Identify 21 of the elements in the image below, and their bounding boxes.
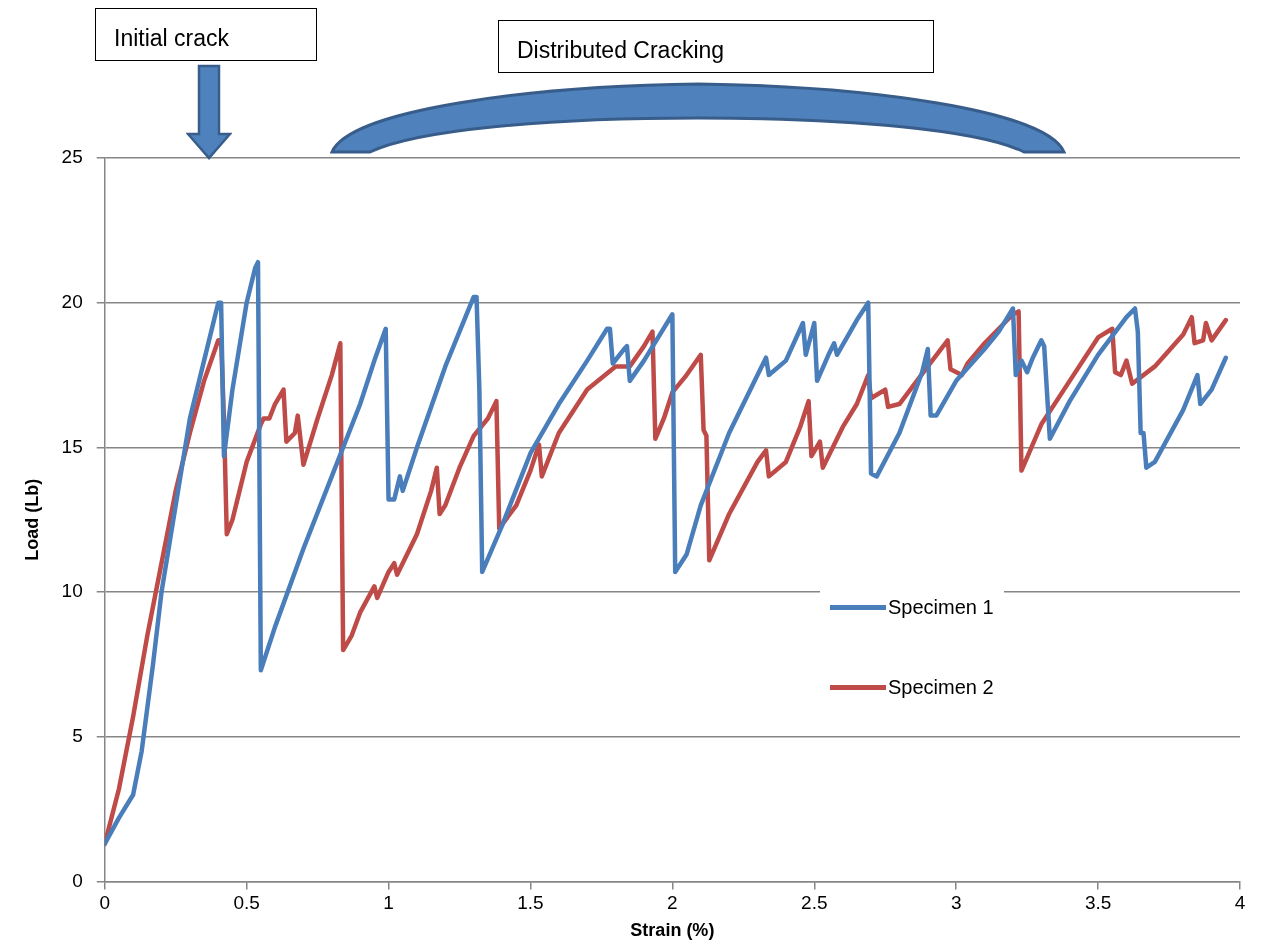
x-tick-label: 0.5: [233, 892, 260, 914]
x-tick-label: 3: [950, 892, 962, 914]
x-tick-label: 4: [1234, 892, 1246, 914]
legend-label: Specimen 2: [887, 675, 994, 699]
y-tick-label: 5: [72, 725, 83, 747]
x-axis-title: Strain (%): [630, 920, 715, 941]
text: Distributed Cracking: [498, 20, 934, 73]
x-tick-label: 2.5: [801, 892, 828, 914]
x-tick-label: 1: [383, 892, 394, 914]
y-tick-label: 20: [61, 290, 83, 312]
y-tick-label: 0: [72, 869, 83, 891]
y-tick-label: 10: [61, 580, 83, 602]
x-tick-label: 2: [667, 892, 678, 914]
y-axis-title: Load (Lb): [21, 478, 42, 561]
y-tick-label: 15: [61, 435, 83, 457]
y-tick-label: 25: [61, 146, 83, 168]
x-tick-label: 1.5: [517, 892, 544, 914]
text: Initial crack: [95, 8, 317, 61]
x-tick-label: 3.5: [1084, 892, 1112, 914]
legend-label: Specimen 1: [887, 595, 994, 619]
x-tick-label: 0: [99, 892, 111, 914]
